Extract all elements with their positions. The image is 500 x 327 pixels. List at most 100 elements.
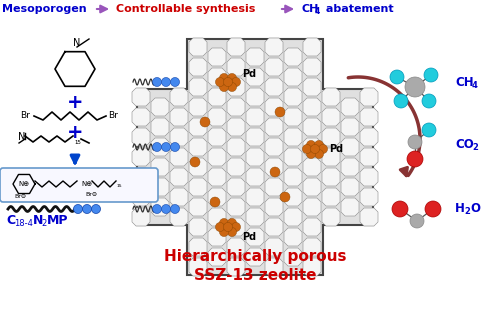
Polygon shape [208,228,226,246]
Polygon shape [246,228,264,246]
Circle shape [224,77,232,87]
Polygon shape [303,98,321,116]
Circle shape [318,145,328,154]
Circle shape [422,94,436,108]
Polygon shape [284,248,302,266]
Polygon shape [360,128,378,146]
Circle shape [170,204,179,214]
Text: Br⊖: Br⊖ [14,195,26,199]
Polygon shape [170,128,188,146]
Circle shape [228,228,236,236]
Circle shape [228,218,236,228]
Polygon shape [265,98,283,116]
Circle shape [200,117,210,127]
Polygon shape [208,168,226,186]
Text: H: H [455,202,465,215]
Polygon shape [227,118,245,136]
Polygon shape [246,68,264,86]
Text: +: + [67,123,83,142]
Circle shape [162,77,170,87]
FancyBboxPatch shape [0,168,158,202]
Text: ₁₅: ₁₅ [74,137,81,146]
Polygon shape [265,198,283,216]
Polygon shape [303,258,321,276]
Polygon shape [303,238,321,256]
Text: O: O [470,202,480,215]
Circle shape [170,77,179,87]
Circle shape [275,107,285,117]
Text: N: N [74,38,80,48]
Polygon shape [132,108,150,126]
Polygon shape [303,138,321,156]
Polygon shape [208,188,226,206]
Polygon shape [246,128,264,146]
Circle shape [422,123,436,137]
Circle shape [407,151,423,167]
Polygon shape [137,39,373,275]
Polygon shape [208,88,226,106]
Circle shape [410,214,424,228]
Circle shape [152,77,162,87]
Text: 2: 2 [472,143,478,151]
Circle shape [405,77,425,97]
Polygon shape [265,118,283,136]
Polygon shape [322,208,340,226]
Circle shape [220,218,228,228]
Circle shape [220,228,228,236]
Polygon shape [189,78,207,96]
Circle shape [216,77,224,87]
Circle shape [306,141,316,149]
Polygon shape [189,218,207,236]
Polygon shape [132,208,150,226]
Polygon shape [265,178,283,196]
Circle shape [425,201,441,217]
Polygon shape [341,138,359,156]
Text: 4: 4 [315,8,320,16]
Text: N⊕: N⊕ [81,181,92,187]
Polygon shape [284,148,302,166]
Text: ₁₅: ₁₅ [117,182,122,188]
Polygon shape [246,48,264,66]
Polygon shape [227,38,245,56]
Circle shape [220,74,228,82]
Circle shape [162,143,170,151]
Circle shape [232,77,240,87]
Circle shape [392,201,408,217]
Polygon shape [208,208,226,226]
Text: MP: MP [47,214,68,227]
Circle shape [424,68,438,82]
Polygon shape [303,158,321,176]
Polygon shape [265,238,283,256]
Polygon shape [322,108,340,126]
Polygon shape [246,248,264,266]
Polygon shape [246,168,264,186]
Polygon shape [246,188,264,206]
Text: CO: CO [455,137,474,150]
Polygon shape [170,148,188,166]
Circle shape [302,145,312,154]
Circle shape [220,82,228,92]
Polygon shape [132,88,150,106]
Polygon shape [208,128,226,146]
Polygon shape [151,98,169,116]
Text: 18-4: 18-4 [14,218,33,228]
Polygon shape [151,118,169,136]
Polygon shape [132,128,150,146]
Polygon shape [265,138,283,156]
Polygon shape [284,208,302,226]
Polygon shape [284,48,302,66]
Polygon shape [246,208,264,226]
Text: Br⊖: Br⊖ [85,192,97,197]
Text: Br: Br [108,112,118,121]
Polygon shape [189,198,207,216]
Polygon shape [189,38,207,56]
Polygon shape [360,188,378,206]
Polygon shape [360,88,378,106]
Polygon shape [132,168,150,186]
Polygon shape [189,238,207,256]
Polygon shape [303,78,321,96]
Text: Pd: Pd [242,232,256,242]
Text: Pd: Pd [329,144,343,154]
Text: N: N [18,132,26,142]
Polygon shape [151,158,169,176]
